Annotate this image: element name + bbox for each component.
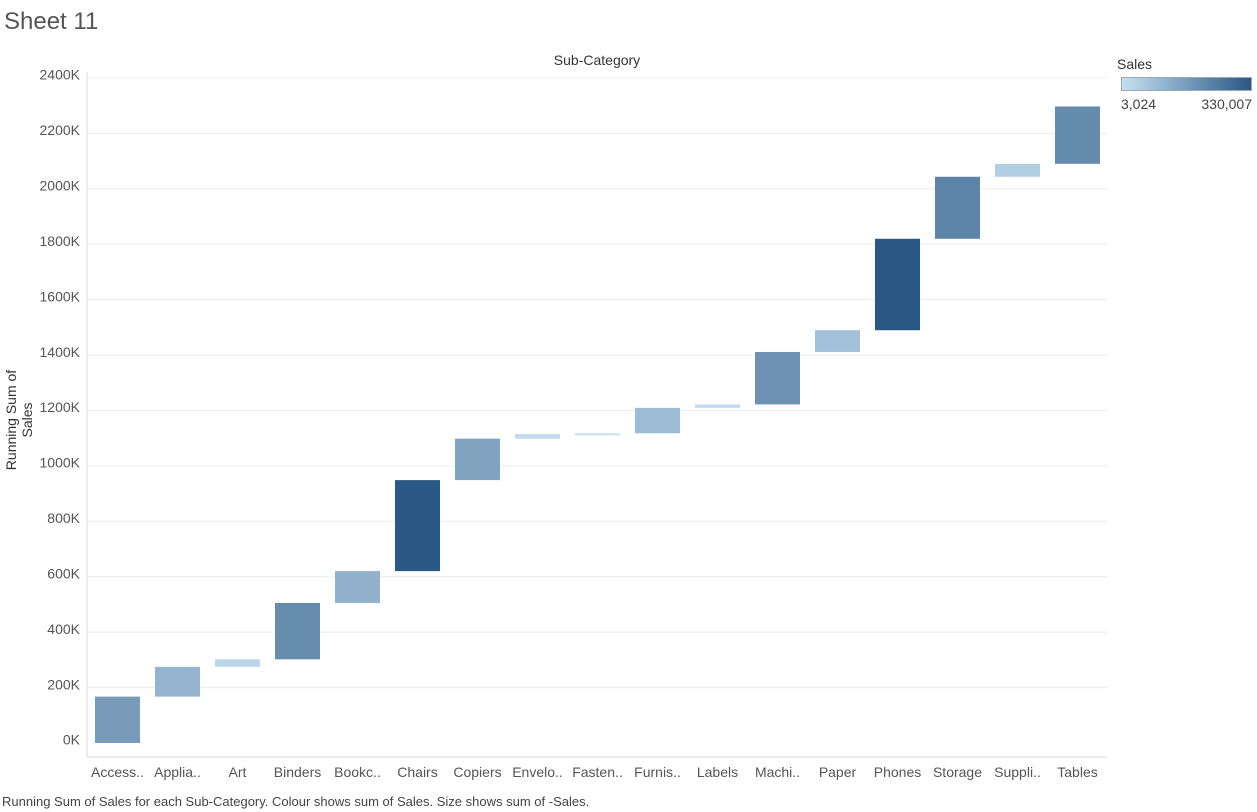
legend-title: Sales xyxy=(1117,56,1153,72)
x-tick-label: Suppli.. xyxy=(994,764,1041,780)
y-tick-label: 1600K xyxy=(40,288,81,304)
bar-paper[interactable] xyxy=(815,330,860,352)
x-tick-label: Machi.. xyxy=(755,764,800,780)
x-tick-label: Storage xyxy=(933,764,982,780)
x-tick-label: Paper xyxy=(819,764,857,780)
y-tick-label: 1400K xyxy=(40,344,81,360)
y-tick-label: 1800K xyxy=(40,233,81,249)
x-tick-label: Binders xyxy=(274,764,321,780)
bar-binders[interactable] xyxy=(275,602,320,660)
x-tick-labels: Access.. Applia.. Art Binders Bookc.. Chairs C… xyxy=(91,764,1098,780)
y-tick-label: 2200K xyxy=(40,122,81,138)
x-tick-label: Copiers xyxy=(453,764,501,780)
y-tick-label: 0K xyxy=(63,732,81,748)
y-tick-label: 1000K xyxy=(40,455,81,471)
bar-chairs[interactable] xyxy=(395,480,440,572)
waterfall-chart: 0K 200K 400K 600K 800K 1000K 1200K 1400K 1600K 18… xyxy=(40,67,1107,780)
y-tick-label: 1200K xyxy=(40,399,81,415)
bar-access[interactable] xyxy=(95,696,140,743)
axes xyxy=(86,72,1107,758)
x-tick-label: Art xyxy=(229,764,247,780)
x-tick-label: Chairs xyxy=(397,764,437,780)
bars xyxy=(95,106,1100,743)
bar-furnis[interactable] xyxy=(635,407,680,434)
x-tick-label: Envelo.. xyxy=(512,764,563,780)
sheet-title: Sheet 11 xyxy=(4,8,99,35)
bar-copiers[interactable] xyxy=(455,438,500,481)
y-tick-label: 200K xyxy=(47,676,80,692)
legend-max-label: 330,007 xyxy=(1201,96,1252,112)
y-tick-label: 800K xyxy=(47,510,80,526)
x-tick-label: Applia.. xyxy=(154,764,201,780)
bar-art[interactable] xyxy=(215,659,260,667)
grid-lines xyxy=(87,77,1107,689)
bar-bookc[interactable] xyxy=(335,571,380,603)
legend-color-ramp xyxy=(1121,77,1252,91)
bar-fasten[interactable] xyxy=(575,433,620,436)
y-tick-label: 2000K xyxy=(40,178,81,194)
bar-applia[interactable] xyxy=(155,666,200,697)
y-tick-label: 2400K xyxy=(40,67,81,83)
bar-machi[interactable] xyxy=(755,351,800,405)
chart-caption: Running Sum of Sales for each Sub-Catego… xyxy=(2,794,590,809)
bar-envelo[interactable] xyxy=(515,434,560,439)
column-header-title: Sub-Category xyxy=(553,52,641,68)
x-tick-label: Furnis.. xyxy=(634,764,681,780)
x-tick-label: Fasten.. xyxy=(572,764,623,780)
bar-suppli[interactable] xyxy=(995,163,1040,177)
bar-tables[interactable] xyxy=(1055,106,1100,164)
bar-phones[interactable] xyxy=(875,238,920,331)
bar-storage[interactable] xyxy=(935,176,980,239)
legend-min-label: 3,024 xyxy=(1121,96,1157,112)
x-tick-label: Labels xyxy=(697,764,738,780)
x-tick-label: Tables xyxy=(1057,764,1097,780)
bar-labels[interactable] xyxy=(695,404,740,408)
y-tick-label: 600K xyxy=(47,565,80,581)
x-tick-label: Phones xyxy=(874,764,921,780)
y-tick-labels: 0K 200K 400K 600K 800K 1000K 1200K 1400K 1600K 18… xyxy=(40,67,81,748)
x-tick-label: Bookc.. xyxy=(334,764,381,780)
x-tick-label: Access.. xyxy=(91,764,144,780)
y-tick-label: 400K xyxy=(47,621,80,637)
